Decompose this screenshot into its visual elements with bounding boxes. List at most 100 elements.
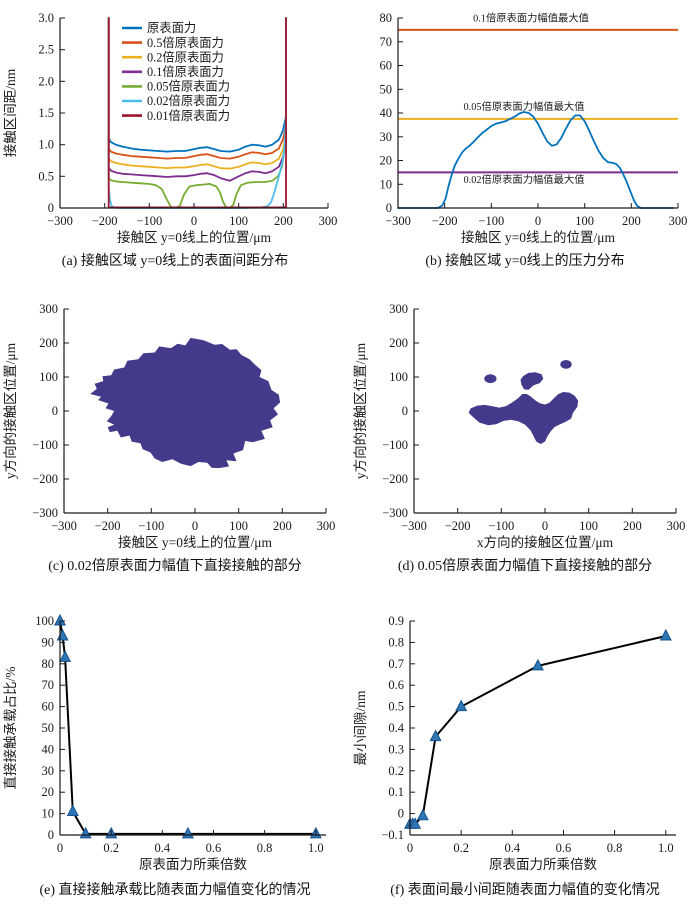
- contact-spot-shape: [484, 374, 497, 384]
- x-tick-label: 0: [542, 519, 548, 533]
- data-marker-triangle: [455, 699, 468, 712]
- data-marker-triangle: [409, 817, 422, 829]
- caption-c: (c) 0.02倍原表面力幅值下直接接触的部分: [48, 559, 302, 574]
- y-tick-label: 300: [389, 302, 408, 316]
- y-tick-label: 70: [42, 678, 55, 692]
- legend-label: 0.2倍原表面力: [147, 49, 224, 64]
- y-tick-label: 70: [380, 35, 393, 49]
- series-line-3: [107, 17, 287, 182]
- x-tick-label: 0.6: [556, 841, 572, 855]
- y-tick-label: 100: [39, 370, 58, 384]
- x-tick-label: −200: [92, 214, 118, 228]
- y-tick-label: −100: [32, 438, 58, 452]
- subplot-e: 0 0.2 0.4 0.6 0.8 1.0 0 10 20 30 40 50 60 70 80 90 100 原表…: [0, 605, 350, 900]
- legend-label: 原表面力: [147, 21, 196, 35]
- series-line-1: [107, 17, 287, 160]
- y-tick-label: 2.0: [38, 74, 54, 88]
- y-tick-label: 0.3: [388, 742, 404, 756]
- y-tick-label: 0: [386, 201, 392, 215]
- y-tick-label: 60: [42, 700, 55, 714]
- x-tick-label: 0.4: [154, 841, 170, 855]
- y-tick-label: 10: [380, 177, 393, 191]
- y-tick-label: 0.8: [388, 635, 404, 649]
- x-tick-label: 200: [274, 214, 293, 228]
- data-marker-triangle: [66, 804, 79, 816]
- y-tick-label: −200: [32, 472, 58, 486]
- x-tick-label: 300: [669, 214, 688, 228]
- series-line-0: [107, 17, 287, 153]
- y-tick-label: 1.5: [38, 106, 54, 120]
- x-tick-label: 300: [319, 214, 338, 228]
- y-tick-label: −300: [32, 506, 58, 520]
- x-tick-label: −200: [445, 519, 471, 533]
- x-axis-label: 接触区 y=0线上的位置/μm: [461, 229, 615, 245]
- x-tick-label: 200: [623, 519, 642, 533]
- x-tick-label: 100: [229, 519, 248, 533]
- threshold-label: 0.02倍原表面力幅值最大值: [464, 173, 585, 186]
- subplot-d: −300 −200 −100 0 100 200 300 −300 −200 −100 0 100 20…: [350, 295, 700, 576]
- caption-a: (a) 接触区域 y=0线上的表面间距分布: [61, 254, 289, 269]
- data-marker-triangle: [59, 650, 72, 662]
- x-tick-label: −100: [478, 214, 504, 228]
- y-tick-label: 0.7: [388, 657, 404, 671]
- x-tick-label: 1.0: [308, 841, 324, 855]
- chart-d-contact-region-005: −300 −200 −100 0 100 200 300 −300 −200 −100 0 100 20…: [352, 302, 685, 550]
- y-tick-label: −200: [382, 472, 408, 486]
- x-tick-label: 0.6: [206, 841, 222, 855]
- x-tick-label: 0: [192, 519, 198, 533]
- y-tick-label: 30: [380, 130, 393, 144]
- chart-b-pressure-distribution: 0.1倍原表面力幅值最大值 0.05倍原表面力幅值最大值 0.02倍原表面力幅值最大…: [380, 11, 688, 245]
- x-tick-label: −300: [47, 214, 73, 228]
- threshold-label: 0.1倍原表面力幅值最大值: [473, 11, 589, 24]
- y-tick-label: 0.4: [388, 721, 404, 735]
- data-marker-triangle: [416, 808, 429, 821]
- y-tick-label: 0.5: [388, 700, 404, 714]
- x-tick-label: −300: [51, 519, 77, 533]
- y-tick-label: 0.1: [388, 785, 404, 799]
- x-tick-label: 1.0: [658, 841, 674, 855]
- y-tick-label: 0: [52, 404, 58, 418]
- y-tick-label: 100: [35, 614, 54, 628]
- x-axis-label: 原表面力所乘倍数: [139, 857, 247, 872]
- y-tick-label: 0.2: [388, 764, 404, 778]
- y-tick-label: 0: [402, 404, 408, 418]
- y-axis-label: 直接接触承载占比/%: [2, 667, 18, 790]
- y-tick-label: 0: [398, 807, 404, 821]
- y-tick-label: 80: [380, 11, 393, 25]
- y-tick-label: 90: [42, 635, 55, 649]
- y-tick-label: 3.0: [38, 11, 54, 25]
- y-tick-label: 80: [42, 657, 55, 671]
- series-line-4: [107, 17, 287, 209]
- y-axis-label: y方向的接触区位置/μm: [352, 342, 368, 479]
- x-tick-label: 100: [575, 214, 594, 228]
- subplot-a: −300 −200 −100 0 100 200 300 0 0.5 1.0 1.5 2.0 2.5 3.…: [0, 4, 350, 271]
- y-tick-label: 1.0: [38, 138, 54, 152]
- x-tick-label: 0.4: [504, 841, 520, 855]
- x-axis-label: 原表面力所乘倍数: [489, 857, 597, 872]
- x-tick-label: 200: [622, 214, 641, 228]
- y-tick-label: 50: [42, 721, 55, 735]
- x-axis-label: x方向的接触区位置/μm: [477, 534, 614, 550]
- x-axis-label: 接触区 y=0线上的位置/μm: [117, 229, 271, 245]
- y-tick-label: −300: [382, 506, 408, 520]
- x-tick-label: −200: [95, 519, 121, 533]
- y-axis-label: 接触区间距/nm: [2, 68, 18, 157]
- caption-e: (e) 直接接触承载比随表面力幅值变化的情况: [39, 883, 311, 898]
- y-tick-label: −0.1: [381, 828, 404, 842]
- data-marker-triangle: [56, 628, 69, 641]
- x-tick-label: 300: [317, 519, 336, 533]
- y-tick-label: 0.9: [388, 614, 404, 628]
- y-tick-label: 200: [389, 336, 408, 350]
- y-tick-label: 40: [380, 106, 393, 120]
- series-line-2: [107, 17, 287, 170]
- legend-label: 0.02倍原表面力: [147, 93, 230, 108]
- y-axis-label: y方向的接触区位置/μm: [2, 342, 18, 479]
- x-tick-label: 0.2: [103, 841, 119, 855]
- contact-region-shape: [468, 392, 579, 444]
- y-tick-label: 60: [380, 59, 393, 73]
- x-tick-label: −100: [138, 519, 164, 533]
- y-tick-label: 2.5: [38, 43, 54, 57]
- contact-spot-shape: [560, 360, 572, 369]
- data-marker-triangle: [429, 729, 442, 742]
